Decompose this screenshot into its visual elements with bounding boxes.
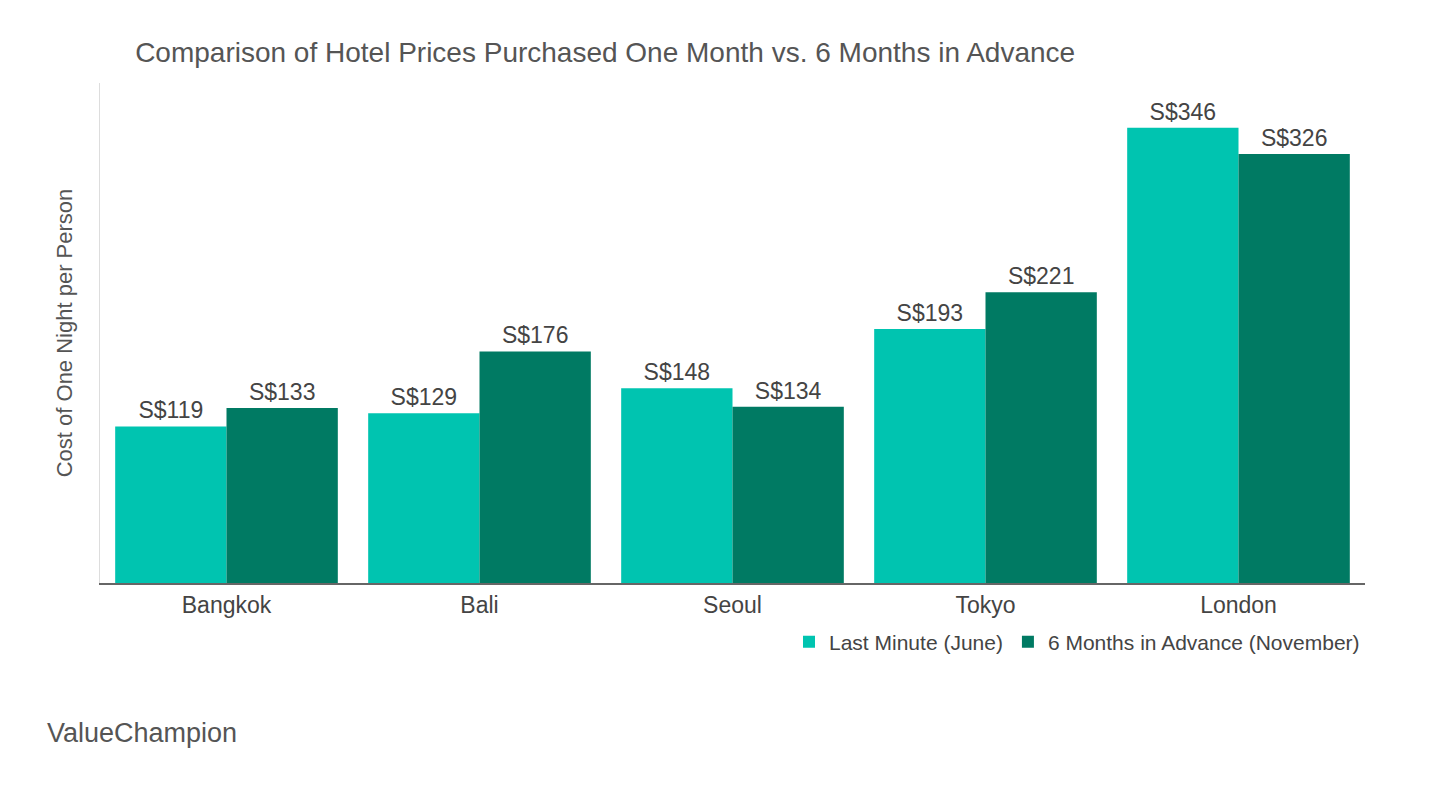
svg-text:S$119: S$119 — [138, 397, 203, 423]
svg-text:ValueChampion: ValueChampion — [47, 718, 237, 748]
svg-text:6 Months in Advance (November): 6 Months in Advance (November) — [1048, 631, 1360, 654]
svg-text:Tokyo: Tokyo — [955, 592, 1015, 618]
svg-text:S$326: S$326 — [1261, 125, 1328, 151]
svg-text:Seoul: Seoul — [703, 592, 762, 618]
svg-text:S$176: S$176 — [502, 322, 569, 348]
svg-text:S$221: S$221 — [1008, 263, 1075, 289]
svg-text:S$134: S$134 — [755, 378, 822, 404]
svg-text:Cost of One Night per Person: Cost of One Night per Person — [52, 189, 77, 478]
svg-text:S$148: S$148 — [644, 359, 711, 385]
svg-text:Bali: Bali — [460, 592, 498, 618]
svg-text:S$129: S$129 — [391, 384, 458, 410]
svg-text:Last Minute (June): Last Minute (June) — [829, 631, 1003, 654]
svg-text:Bangkok: Bangkok — [182, 592, 272, 618]
svg-text:S$193: S$193 — [897, 300, 964, 326]
svg-text:London: London — [1200, 592, 1277, 618]
svg-text:S$346: S$346 — [1150, 99, 1217, 125]
svg-text:Comparison of Hotel Prices Pur: Comparison of Hotel Prices Purchased One… — [135, 37, 1075, 68]
svg-text:S$133: S$133 — [249, 379, 316, 405]
